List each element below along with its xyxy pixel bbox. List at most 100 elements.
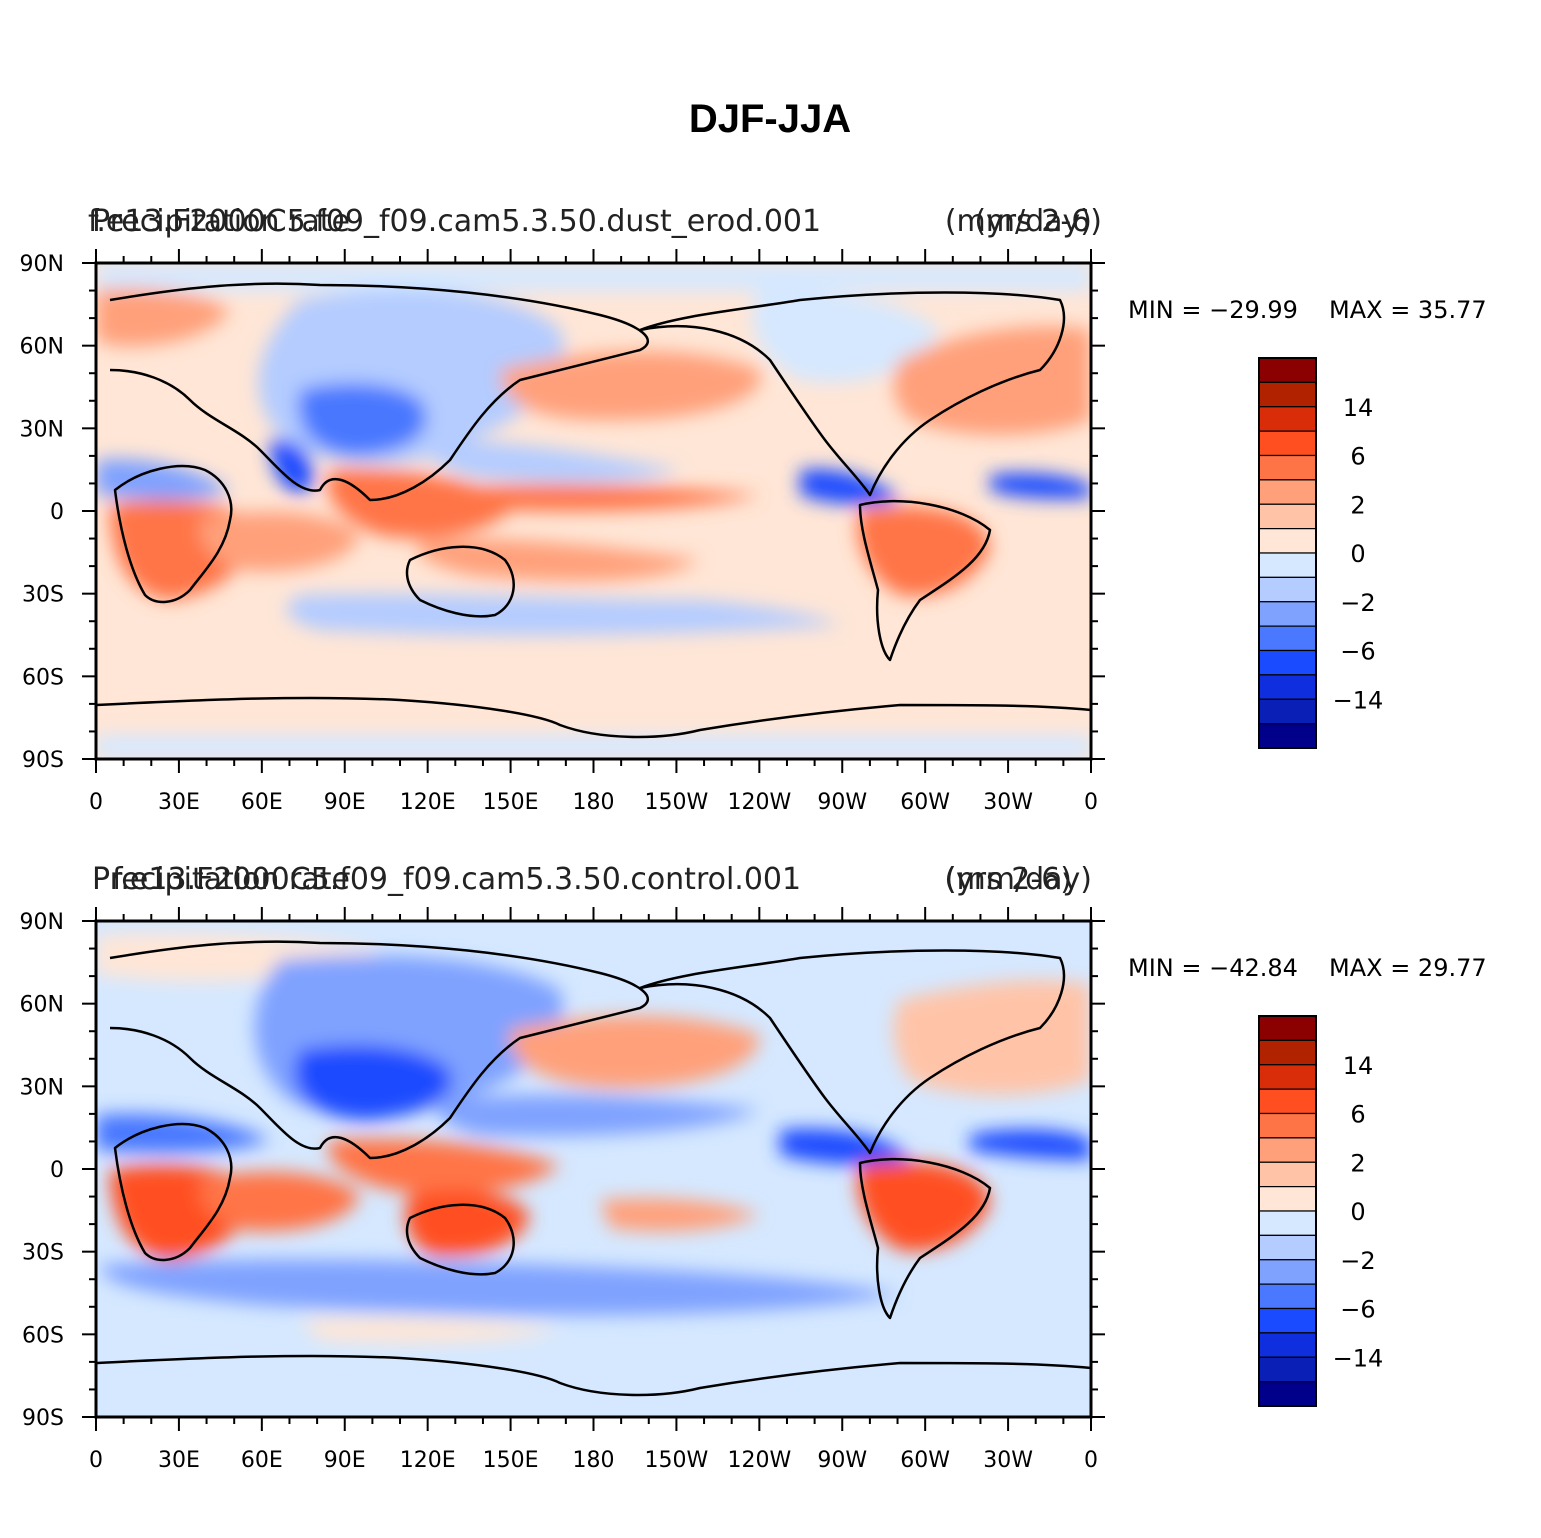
- bottom-colorbar-box: [1258, 1234, 1317, 1261]
- top-field-s-ocean-blue: [286, 593, 840, 636]
- top-y-tick-label: 30S: [22, 583, 64, 608]
- top-colorbar-label: 2: [1350, 491, 1365, 519]
- top-y-tick-label: 30N: [20, 417, 64, 442]
- bottom-x-tick-label: 60W: [900, 1448, 950, 1473]
- bottom-x-tick-label: 0: [1084, 1448, 1098, 1473]
- bottom-x-tick-label: 120W: [727, 1448, 791, 1473]
- top-colorbar-label: 0: [1350, 540, 1365, 568]
- bottom-colorbar-box: [1258, 1064, 1317, 1090]
- bottom-map: [96, 921, 1091, 1417]
- top-field-canada-blue: [752, 290, 940, 383]
- top-ticks: [82, 249, 1105, 773]
- bottom-colorbar-box: [1258, 1088, 1317, 1115]
- top-coast-australia: [405, 545, 515, 618]
- bottom-colorbar-box: [1258, 1210, 1317, 1236]
- bottom-colorbar: 14 6 2 0 −2 −6 −14: [1258, 1015, 1384, 1407]
- bottom-colorbar-box: [1258, 1332, 1317, 1358]
- bottom-field-samerica-red: [857, 1161, 990, 1252]
- bottom-colorbar-label: 0: [1350, 1198, 1365, 1226]
- bottom-colorbar-box: [1258, 1307, 1317, 1334]
- top-colorbar-box: [1258, 454, 1317, 481]
- top-field-npacific-blue: [427, 440, 680, 483]
- bottom-y-tick-label: 90S: [22, 1406, 64, 1431]
- bottom-colorbar-box: [1258, 1259, 1317, 1285]
- top-colorbar-box: [1258, 503, 1317, 530]
- bottom-field-natlantic-red: [893, 980, 1091, 1095]
- top-field-indian-ocean-red: [199, 511, 360, 572]
- bottom-colorbar-label: 6: [1350, 1101, 1365, 1129]
- bottom-field-asia-deep-blue: [294, 1045, 452, 1120]
- top-x-tick-labels: 0 30E 60E 90E 120E 150E 180 150W 120W 90W 60W 30W 0: [89, 790, 1098, 815]
- top-y-tick-label: 90N: [20, 252, 64, 277]
- top-field-asia-deep-blue: [298, 383, 427, 456]
- bottom-x-tick-labels: 0 30E 60E 90E 120E 150E 180 150W 120W 90W 60W 30W 0: [89, 1448, 1098, 1473]
- bottom-x-tick-label: 90W: [817, 1448, 867, 1473]
- top-right-label: (mm/day): [945, 204, 1092, 239]
- top-colorbar-box: [1258, 576, 1317, 603]
- top-x-tick-label: 0: [89, 790, 103, 815]
- top-colorbar-label: −6: [1340, 638, 1375, 666]
- top-y-tick-label: 0: [50, 500, 64, 525]
- bottom-right-label: (mm/day): [945, 862, 1092, 897]
- bottom-field-maritime-red: [328, 1138, 560, 1194]
- bottom-left-label: Precipitation rate: [92, 862, 350, 897]
- top-colorbar-box: [1258, 381, 1317, 408]
- bottom-field-s-ocean-blue: [100, 1259, 900, 1316]
- top-overlay-right-label: (yrs 2-6): [974, 204, 1102, 239]
- bottom-colorbar-frame: [1258, 1015, 1317, 1407]
- top-colorbar: 14 6 2 0 −2 −6 −14: [1258, 357, 1383, 749]
- bottom-coast-antarctica: [96, 1354, 1091, 1397]
- bottom-coast-north-america: [638, 949, 1066, 1155]
- panel-bottom: Precipitation rate f.e13.F2000C5.f09_f09…: [20, 862, 1487, 1473]
- top-x-tick-label: 90E: [324, 790, 366, 815]
- top-map: [96, 263, 1091, 759]
- top-field-india-blue: [270, 439, 313, 493]
- bottom-min-label: MIN = −42.84: [1128, 954, 1298, 982]
- bottom-x-tick-label: 30W: [983, 1448, 1033, 1473]
- top-field-spcz-red: [417, 538, 700, 582]
- top-y-tick-labels: 90N 60N 30N 0 30S 60S 90S: [20, 252, 64, 773]
- bottom-colorbar-box: [1258, 1039, 1317, 1066]
- top-field-eq-pacific-red: [460, 484, 760, 512]
- top-field-antarctic: [96, 735, 1091, 759]
- bottom-colorbar-box: [1258, 1161, 1317, 1188]
- bottom-overlay-right-label: (yrs 2-6): [944, 862, 1072, 897]
- bottom-x-tick-label: 30E: [158, 1448, 200, 1473]
- bottom-coast-australia: [405, 1203, 515, 1276]
- bottom-coast-south-america: [858, 1157, 992, 1320]
- bottom-field-spcz-red: [600, 1198, 760, 1232]
- top-colorbar-box: [1258, 674, 1317, 700]
- bottom-colorbar-box: [1258, 1112, 1317, 1139]
- top-left-label: Precipitation rate: [92, 204, 350, 239]
- bottom-colorbar-label: −14: [1333, 1344, 1384, 1372]
- top-x-tick-label: 90W: [817, 790, 867, 815]
- top-y-tick-label: 90S: [22, 748, 64, 773]
- bottom-coastlines: [96, 940, 1091, 1397]
- bottom-colorbar-box: [1258, 1381, 1317, 1407]
- bottom-max-label: MAX = 29.77: [1329, 954, 1487, 982]
- top-field-maritime-red: [327, 469, 520, 539]
- top-colorbar-frame: [1258, 357, 1317, 749]
- top-coast-south-america: [858, 499, 992, 662]
- top-colorbar-label: 14: [1343, 394, 1374, 422]
- top-coast-north-america: [638, 291, 1066, 497]
- top-max-label: MAX = 35.77: [1329, 296, 1487, 324]
- top-colorbar-box: [1258, 479, 1317, 505]
- top-colorbar-box: [1258, 528, 1317, 554]
- top-field-arctic: [96, 263, 1091, 291]
- bottom-y-tick-label: 60N: [20, 993, 64, 1018]
- bottom-y-tick-label: 0: [50, 1158, 64, 1183]
- top-x-tick-label: 30W: [983, 790, 1033, 815]
- top-x-tick-label: 150W: [645, 790, 709, 815]
- bottom-colorbar-label: 2: [1350, 1149, 1365, 1177]
- top-y-tick-label: 60N: [20, 335, 64, 360]
- top-min-label: MIN = −29.99: [1128, 296, 1298, 324]
- main-title: DJF-JJA: [689, 97, 851, 141]
- bottom-field-australia-red: [405, 1190, 530, 1257]
- top-colorbar-box: [1258, 625, 1317, 652]
- top-x-tick-label: 30E: [158, 790, 200, 815]
- top-colorbar-box: [1258, 406, 1317, 432]
- top-field-natlantic-red: [893, 326, 1091, 435]
- bottom-field-pacific-blue: [436, 1094, 760, 1137]
